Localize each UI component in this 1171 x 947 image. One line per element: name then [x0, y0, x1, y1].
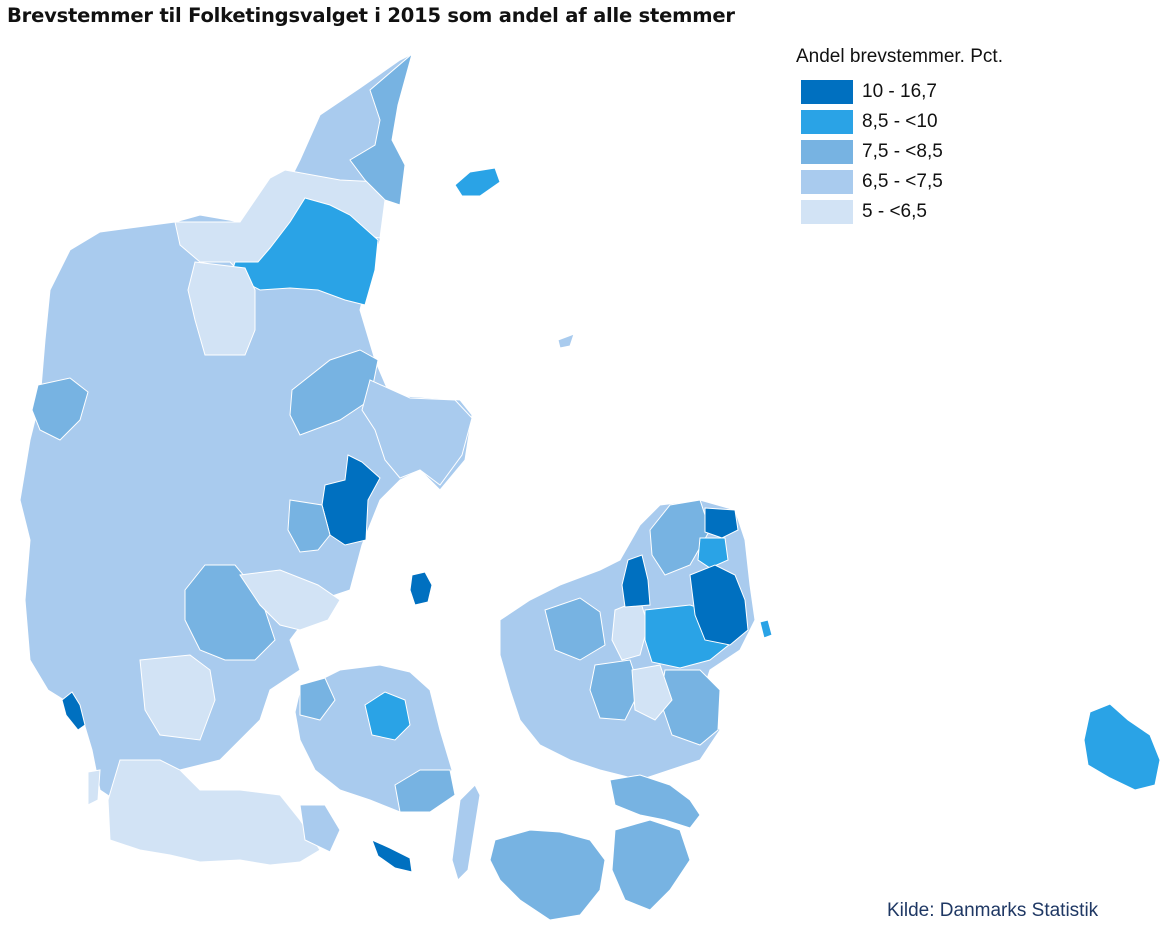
region-als: [299, 804, 341, 853]
region-samso-dark: [409, 571, 433, 606]
legend-label: 6,5 - <7,5: [862, 171, 943, 192]
region-hillerod: [697, 537, 729, 569]
region-middelfart: [299, 677, 336, 721]
region-mon: [609, 774, 701, 829]
region-south-jutland-light: [107, 759, 321, 866]
region-fano-dark: [61, 691, 86, 731]
region-aero-dark: [371, 839, 413, 873]
legend-item: 6,5 - <7,5: [796, 167, 1003, 197]
legend-item: 10 - 16,7: [796, 77, 1003, 107]
legend-swatch: [801, 80, 853, 104]
region-copenhagen-dark: [689, 564, 749, 646]
map-legend: Andel brevstemmer. Pct. 10 - 16,7 8,5 - …: [796, 46, 1003, 227]
legend-label: 8,5 - <10: [862, 111, 938, 132]
legend-swatch: [801, 140, 853, 164]
region-north-band: [231, 197, 379, 306]
legend-label: 10 - 16,7: [862, 81, 937, 102]
region-svendborg: [394, 769, 456, 813]
region-frederikssund-dark: [621, 554, 651, 608]
source-credit: Kilde: Danmarks Statistik: [887, 900, 1099, 921]
legend-swatch: [801, 200, 853, 224]
region-laeso: [454, 167, 501, 197]
region-odense: [364, 691, 411, 741]
region-lolland: [489, 829, 606, 921]
legend-label: 7,5 - <8,5: [862, 141, 943, 162]
legend-swatch: [801, 110, 853, 134]
region-stevns: [631, 664, 673, 721]
region-anholt: [557, 333, 575, 349]
legend-item: 5 - <6,5: [796, 197, 1003, 227]
region-langeland: [451, 784, 481, 881]
legend-item: 8,5 - <10: [796, 107, 1003, 137]
legend-swatch: [801, 170, 853, 194]
map-title: Brevstemmer til Folketingsvalget i 2015 …: [7, 4, 735, 27]
region-aarhus-dark: [321, 454, 381, 546]
region-kalundborg: [544, 597, 606, 661]
region-thy-west: [31, 377, 89, 441]
region-helsingor-dark: [704, 507, 739, 539]
region-romo: [87, 769, 101, 806]
region-falster: [611, 819, 691, 911]
legend-label: 5 - <6,5: [862, 201, 927, 222]
region-skanderborg: [287, 499, 331, 553]
region-dragor-tip: [759, 619, 773, 639]
region-esbjerg-light: [139, 654, 216, 741]
region-djursland: [361, 379, 473, 486]
region-vejle-light: [239, 569, 341, 631]
region-skagen: [349, 52, 413, 206]
legend-item: 7,5 - <8,5: [796, 137, 1003, 167]
region-naestved: [589, 659, 641, 721]
region-himmerland-light: [187, 261, 256, 356]
legend-title: Andel brevstemmer. Pct.: [796, 46, 1003, 67]
region-bornholm: [1083, 703, 1161, 791]
